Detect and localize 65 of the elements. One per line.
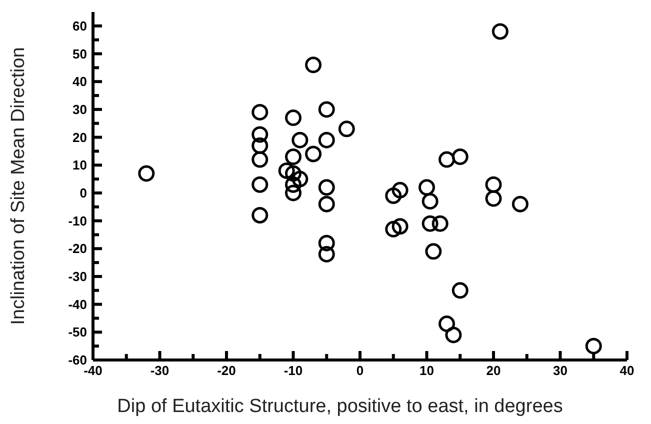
y-tick-label: 40 bbox=[72, 74, 87, 90]
point bbox=[305, 56, 322, 74]
x-tick-label: -30 bbox=[150, 363, 170, 378]
y-tick-label: 50 bbox=[72, 46, 87, 62]
x-tick-label: -20 bbox=[217, 363, 236, 378]
point bbox=[385, 187, 402, 204]
point bbox=[318, 234, 335, 252]
y-tick-label: -50 bbox=[68, 324, 87, 340]
point bbox=[252, 126, 268, 143]
y-tick-label: -10 bbox=[68, 213, 87, 228]
point bbox=[285, 176, 302, 193]
x-tick-label: 40 bbox=[620, 363, 634, 378]
y-tick-label: 30 bbox=[72, 102, 87, 117]
point bbox=[385, 220, 402, 238]
point bbox=[512, 196, 528, 212]
point bbox=[452, 282, 468, 299]
x-tick-label: 20 bbox=[486, 363, 501, 378]
point bbox=[452, 148, 468, 166]
point bbox=[418, 179, 435, 196]
point bbox=[285, 110, 302, 126]
point bbox=[138, 165, 155, 182]
point bbox=[318, 101, 335, 118]
point bbox=[585, 338, 602, 354]
point bbox=[425, 243, 442, 260]
point bbox=[305, 146, 322, 162]
point bbox=[422, 193, 438, 210]
point bbox=[318, 179, 335, 196]
x-tick-label: 30 bbox=[553, 363, 568, 378]
point bbox=[318, 246, 335, 262]
point bbox=[432, 215, 448, 232]
point bbox=[438, 316, 456, 332]
point bbox=[252, 137, 268, 154]
y-tick-label: 20 bbox=[72, 130, 87, 145]
y-tick-label: -30 bbox=[68, 269, 87, 284]
point bbox=[285, 184, 302, 202]
point bbox=[318, 196, 335, 212]
point bbox=[252, 176, 268, 193]
point bbox=[445, 326, 462, 344]
point bbox=[292, 132, 308, 148]
point bbox=[438, 151, 456, 168]
point bbox=[285, 148, 302, 166]
point bbox=[318, 132, 335, 148]
y-tick-label: 10 bbox=[72, 158, 87, 173]
point bbox=[492, 23, 508, 40]
point bbox=[285, 165, 302, 182]
x-tick-label: 0 bbox=[356, 363, 364, 378]
y-axis-title: Inclination of Site Mean Direction bbox=[8, 47, 29, 325]
point bbox=[278, 162, 295, 179]
y-tick-label: -20 bbox=[68, 241, 87, 256]
point bbox=[392, 182, 408, 198]
y-tick-label: 60 bbox=[72, 18, 87, 34]
point bbox=[292, 170, 308, 188]
y-tick-label: 0 bbox=[80, 186, 87, 201]
point bbox=[338, 120, 355, 138]
point bbox=[252, 151, 268, 168]
point bbox=[485, 190, 502, 207]
x-tick-label: 10 bbox=[420, 363, 434, 378]
point bbox=[392, 218, 408, 235]
point bbox=[422, 215, 438, 232]
y-tick-label: -40 bbox=[68, 296, 87, 312]
point bbox=[252, 104, 268, 120]
point bbox=[485, 176, 502, 193]
point bbox=[252, 206, 268, 224]
x-axis-title: Dip of Eutaxitic Structure, positive to east, in degrees bbox=[117, 396, 563, 417]
x-tick-label: -10 bbox=[284, 363, 303, 378]
